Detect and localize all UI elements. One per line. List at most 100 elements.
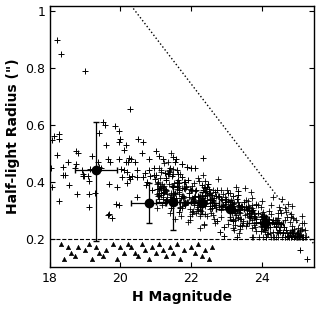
Point xyxy=(271,194,276,199)
Point xyxy=(202,197,207,202)
Point xyxy=(209,206,214,210)
Point xyxy=(96,164,101,169)
Point xyxy=(157,190,162,195)
Point xyxy=(223,199,228,204)
Point xyxy=(182,200,188,205)
Point xyxy=(129,245,134,250)
Point xyxy=(52,134,57,139)
Point xyxy=(241,199,246,204)
Point xyxy=(249,210,254,215)
Point xyxy=(199,182,204,187)
Point xyxy=(154,206,159,210)
Point xyxy=(174,181,180,186)
Point xyxy=(218,188,223,193)
Point xyxy=(107,159,112,164)
Point xyxy=(185,220,190,225)
Point xyxy=(243,223,248,228)
Point xyxy=(270,235,275,240)
Point xyxy=(188,166,194,171)
Point xyxy=(191,180,196,185)
Point xyxy=(269,235,274,240)
Point xyxy=(102,122,107,127)
Point xyxy=(247,204,252,209)
Point xyxy=(294,235,299,240)
Point xyxy=(86,205,91,210)
Point xyxy=(164,199,170,204)
Point xyxy=(118,137,123,142)
Point xyxy=(270,218,275,223)
Point xyxy=(112,123,117,128)
Point xyxy=(182,203,188,208)
Point xyxy=(100,253,105,258)
Point xyxy=(79,168,84,173)
Point xyxy=(164,191,170,196)
Point xyxy=(81,174,86,179)
Point xyxy=(252,215,257,220)
Point xyxy=(246,221,251,226)
Point xyxy=(209,211,214,216)
Point xyxy=(295,225,300,230)
Point xyxy=(184,164,189,169)
Point xyxy=(169,205,174,210)
Point xyxy=(282,206,287,210)
Point xyxy=(280,230,285,235)
Point xyxy=(201,188,206,193)
Point xyxy=(298,233,303,238)
Point xyxy=(217,204,222,209)
Point xyxy=(171,155,176,160)
Point xyxy=(296,233,301,238)
Point xyxy=(237,216,242,221)
Point xyxy=(247,210,252,215)
Point xyxy=(125,159,130,164)
Point xyxy=(87,166,92,171)
Point xyxy=(181,201,187,206)
Point xyxy=(178,199,183,204)
Point xyxy=(95,159,100,164)
Point xyxy=(215,188,220,193)
Point xyxy=(124,170,130,175)
Point xyxy=(155,181,160,186)
Point xyxy=(263,216,268,221)
Point xyxy=(118,245,123,250)
Point xyxy=(134,167,139,172)
Point xyxy=(192,250,197,255)
Point xyxy=(197,226,202,231)
Point xyxy=(295,229,300,234)
Point xyxy=(293,218,298,223)
Point xyxy=(296,232,301,237)
Point xyxy=(171,192,176,197)
Point xyxy=(157,186,162,191)
Point xyxy=(260,216,265,221)
Point xyxy=(199,198,204,203)
Point xyxy=(48,166,53,171)
Point xyxy=(68,250,74,255)
Point xyxy=(197,202,202,207)
Point xyxy=(239,204,244,209)
Point xyxy=(264,232,269,237)
Point xyxy=(127,107,132,112)
Point xyxy=(289,235,294,240)
Point xyxy=(164,197,169,202)
Point xyxy=(140,175,145,180)
Point xyxy=(93,245,98,250)
Point xyxy=(206,192,211,197)
Point xyxy=(183,185,188,190)
Point xyxy=(280,235,285,240)
Point xyxy=(249,217,254,222)
Point xyxy=(282,225,287,230)
Point xyxy=(126,156,131,161)
Point xyxy=(172,180,177,185)
Point xyxy=(231,193,236,198)
Point xyxy=(289,235,294,240)
Point xyxy=(303,235,308,240)
Point xyxy=(178,205,183,210)
Point xyxy=(264,235,269,240)
Point xyxy=(277,220,282,225)
Point xyxy=(194,188,199,193)
Point xyxy=(160,197,165,202)
Point xyxy=(167,168,172,173)
Point xyxy=(196,242,201,247)
Point xyxy=(268,211,274,216)
Point xyxy=(141,140,146,144)
Point xyxy=(260,235,266,240)
